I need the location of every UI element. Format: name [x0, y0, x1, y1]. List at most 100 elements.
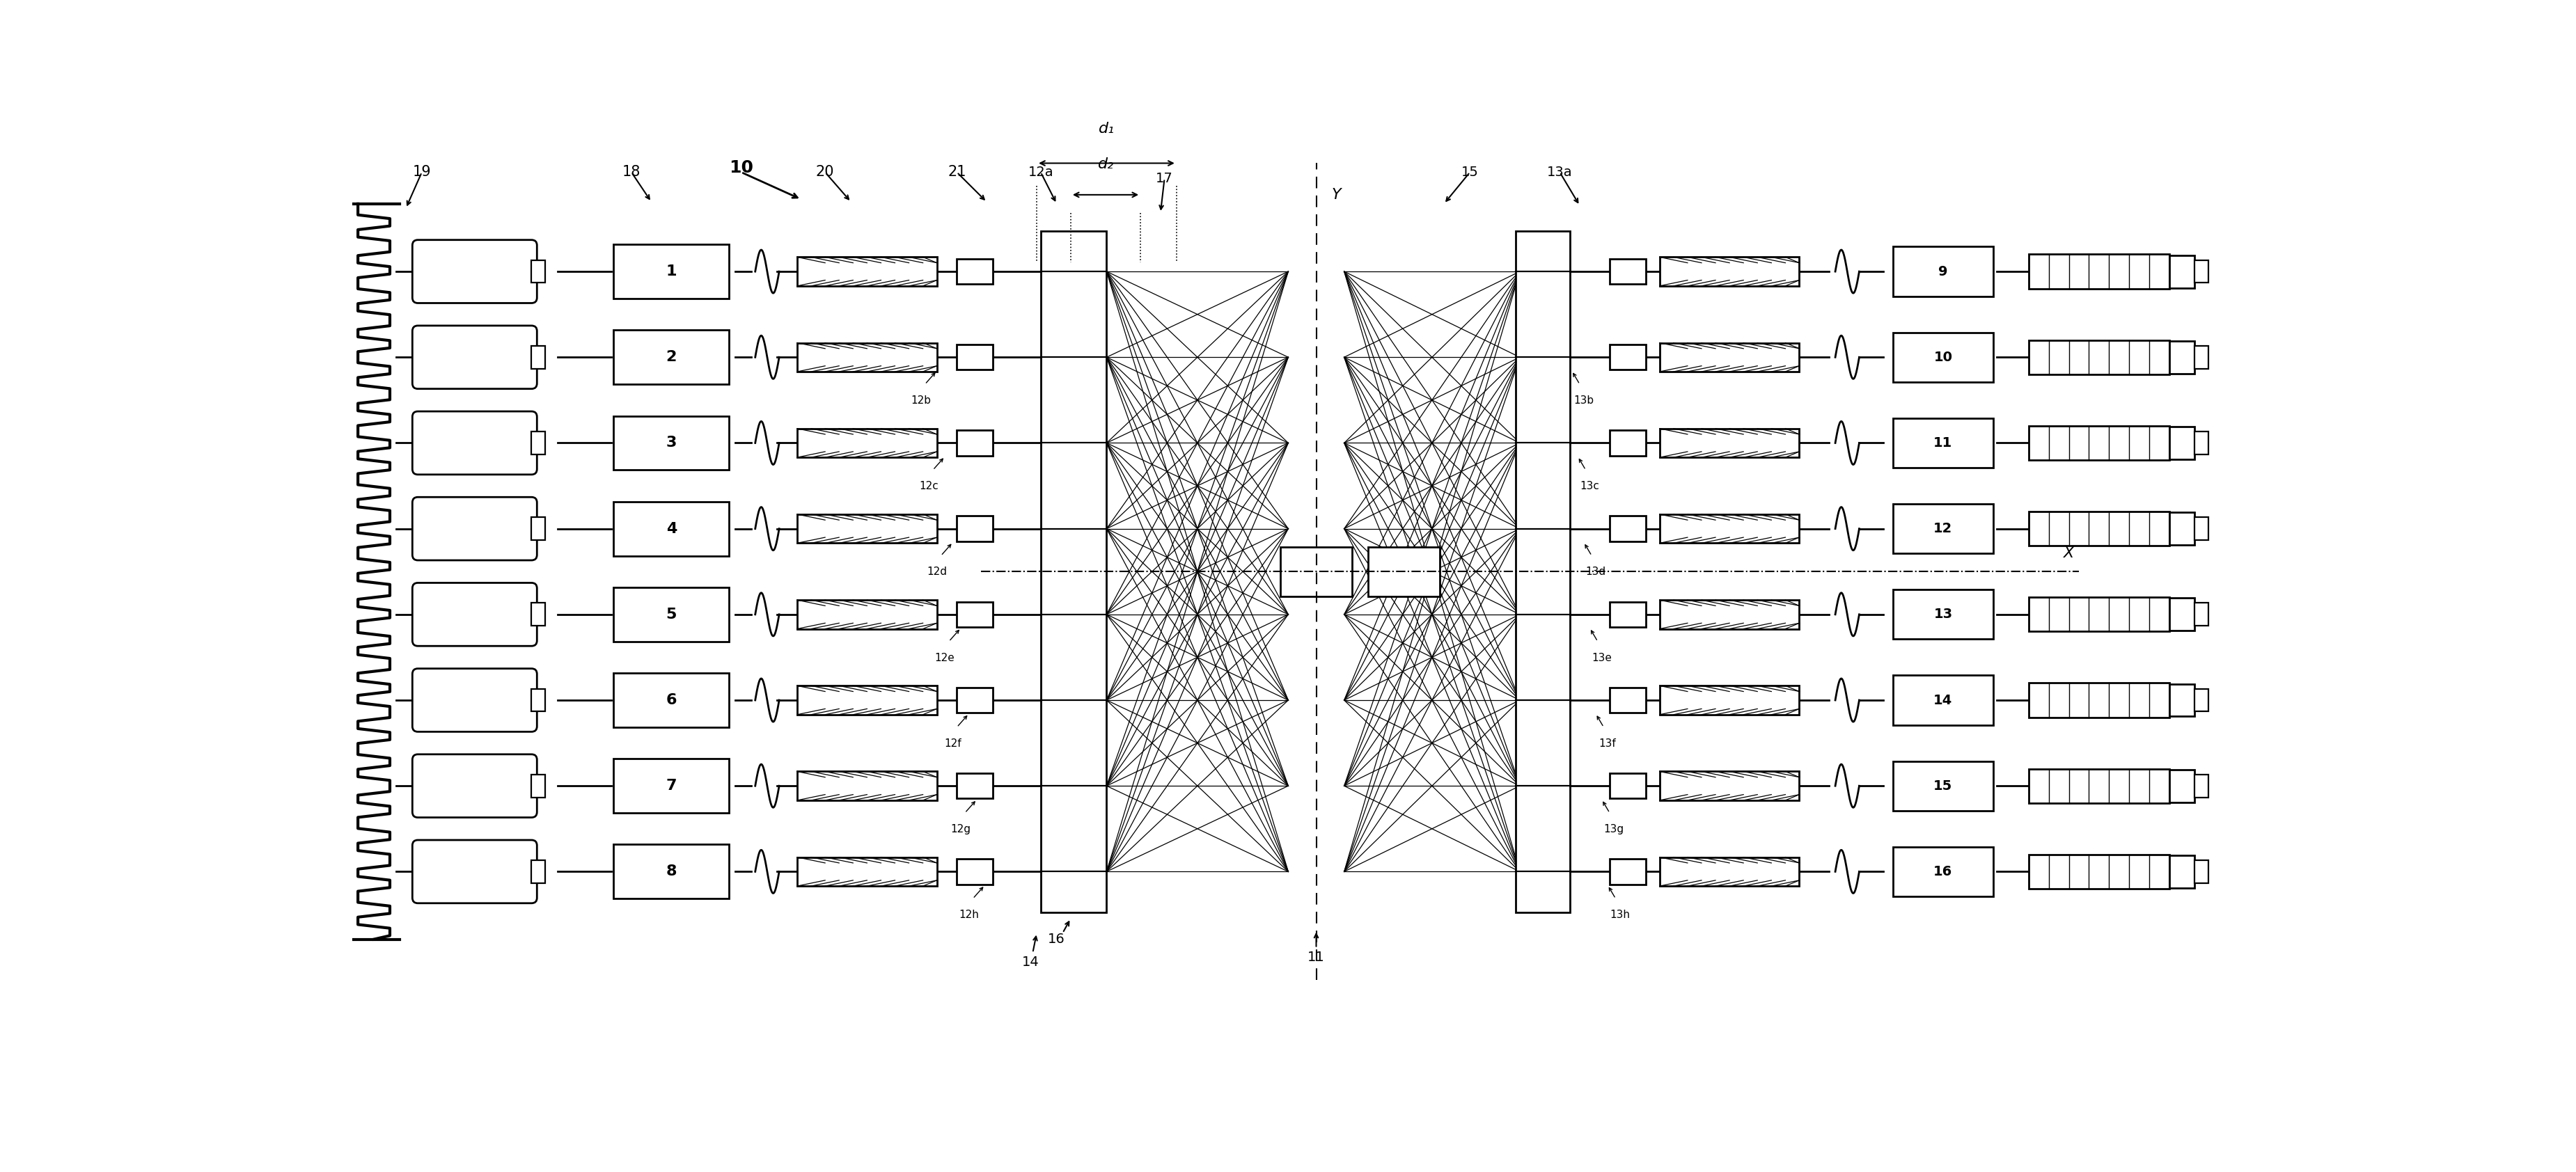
Bar — [2195, 860, 2208, 883]
Text: 5: 5 — [667, 607, 677, 621]
Bar — [1610, 859, 1646, 884]
Bar — [956, 688, 992, 713]
Text: 13f: 13f — [1600, 738, 1615, 749]
Text: 14: 14 — [1023, 955, 1038, 968]
Bar — [2169, 512, 2195, 545]
FancyBboxPatch shape — [412, 755, 536, 818]
Bar — [1659, 686, 1801, 715]
Bar — [613, 331, 729, 384]
Text: X: X — [2063, 546, 2074, 560]
Text: 12a: 12a — [1028, 165, 1054, 179]
Bar — [956, 774, 992, 798]
Bar — [1368, 546, 1440, 597]
Text: 19: 19 — [412, 165, 430, 179]
Bar — [2030, 511, 2169, 546]
Text: 1: 1 — [667, 265, 677, 279]
Bar — [2169, 427, 2195, 459]
Bar — [1893, 418, 1994, 468]
Bar — [2195, 604, 2208, 626]
Bar — [1515, 231, 1569, 912]
Text: 13: 13 — [1935, 608, 1953, 621]
Bar — [2169, 341, 2195, 374]
Bar — [2169, 598, 2195, 631]
Bar — [956, 259, 992, 284]
Bar — [2169, 255, 2195, 288]
Bar — [796, 515, 938, 543]
Bar — [531, 689, 546, 711]
FancyBboxPatch shape — [412, 326, 536, 389]
Text: 6: 6 — [667, 693, 677, 707]
Text: 10: 10 — [729, 159, 752, 176]
Bar — [1659, 600, 1801, 629]
Bar — [1610, 688, 1646, 713]
Bar — [531, 260, 546, 282]
Bar — [2030, 254, 2169, 288]
Bar — [1610, 601, 1646, 627]
Text: 13a: 13a — [1548, 165, 1571, 179]
Text: 17: 17 — [1157, 172, 1172, 185]
Text: 12c: 12c — [920, 481, 938, 491]
Bar — [1893, 590, 1994, 639]
Text: 12h: 12h — [958, 909, 979, 920]
Bar — [2195, 775, 2208, 797]
Bar — [1280, 546, 1352, 597]
FancyBboxPatch shape — [412, 497, 536, 560]
Text: Y: Y — [1332, 188, 1342, 202]
Text: 15: 15 — [1935, 779, 1953, 792]
Text: 11: 11 — [1935, 436, 1953, 450]
Text: 12g: 12g — [951, 824, 971, 834]
Text: 12b: 12b — [912, 395, 930, 406]
Text: 2: 2 — [667, 350, 677, 364]
Bar — [613, 245, 729, 299]
Text: 7: 7 — [667, 779, 677, 792]
Bar — [1610, 774, 1646, 798]
Bar — [956, 516, 992, 541]
Text: 10: 10 — [1935, 350, 1953, 363]
Bar — [1610, 345, 1646, 370]
Bar — [1659, 771, 1801, 800]
FancyBboxPatch shape — [412, 668, 536, 731]
Bar — [531, 517, 546, 540]
Bar — [2195, 346, 2208, 369]
FancyBboxPatch shape — [412, 411, 536, 475]
Bar — [1893, 675, 1994, 725]
Bar — [531, 346, 546, 369]
Text: 12e: 12e — [935, 653, 956, 663]
Text: 16: 16 — [1935, 865, 1953, 878]
Text: 8: 8 — [667, 865, 677, 879]
Bar — [613, 758, 729, 813]
Bar — [531, 775, 546, 797]
Bar — [613, 587, 729, 641]
Bar — [2195, 689, 2208, 711]
Bar — [1659, 515, 1801, 543]
Bar — [531, 860, 546, 883]
Bar — [2030, 854, 2169, 888]
Bar — [956, 859, 992, 884]
Text: d₁: d₁ — [1097, 122, 1115, 136]
Text: 13g: 13g — [1602, 824, 1623, 834]
Bar — [1893, 761, 1994, 811]
Bar — [956, 430, 992, 456]
Bar — [1893, 246, 1994, 297]
Bar — [1893, 847, 1994, 897]
Text: 9: 9 — [1937, 265, 1947, 278]
Text: 14: 14 — [1935, 694, 1953, 707]
Bar — [2195, 517, 2208, 540]
Bar — [1659, 429, 1801, 457]
Bar — [1893, 333, 1994, 382]
Text: 18: 18 — [623, 165, 641, 179]
Text: 15: 15 — [1461, 165, 1479, 179]
Bar — [956, 345, 992, 370]
Text: 16: 16 — [1048, 933, 1066, 946]
Bar — [613, 502, 729, 556]
Bar — [2030, 683, 2169, 717]
Text: d₂: d₂ — [1097, 157, 1113, 171]
Text: 11: 11 — [1309, 950, 1324, 963]
Bar — [531, 431, 546, 455]
Bar — [956, 601, 992, 627]
Text: 13h: 13h — [1610, 909, 1631, 920]
Bar — [1610, 259, 1646, 284]
Bar — [1610, 430, 1646, 456]
Text: 3: 3 — [667, 436, 677, 450]
Bar — [2195, 431, 2208, 455]
